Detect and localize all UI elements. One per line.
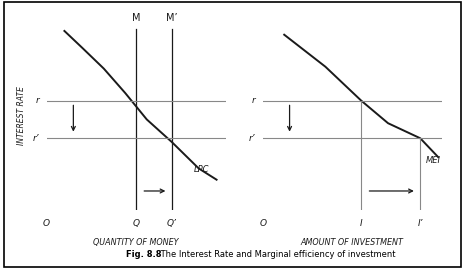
Text: Fig. 8.8: Fig. 8.8: [126, 250, 161, 259]
Text: Q: Q: [133, 219, 139, 228]
Text: INTEREST RATE: INTEREST RATE: [17, 86, 26, 145]
Text: r: r: [36, 96, 40, 105]
Text: I: I: [360, 219, 363, 228]
Text: I’: I’: [418, 219, 423, 228]
Text: The Interest Rate and Marginal efficiency of investment: The Interest Rate and Marginal efficienc…: [158, 250, 396, 259]
Text: O: O: [259, 219, 266, 228]
FancyBboxPatch shape: [4, 2, 461, 267]
Text: r: r: [252, 96, 256, 105]
Text: O: O: [43, 219, 50, 228]
Text: LPC: LPC: [193, 165, 209, 174]
Text: M’: M’: [166, 13, 178, 23]
Text: Q’: Q’: [167, 219, 177, 228]
Text: AMOUNT OF INVESTMENT: AMOUNT OF INVESTMENT: [301, 238, 404, 247]
Text: QUANTITY OF MONEY: QUANTITY OF MONEY: [93, 238, 179, 247]
Text: r’: r’: [33, 134, 40, 143]
Text: M: M: [132, 13, 140, 23]
Text: MEI: MEI: [425, 156, 441, 165]
Text: r’: r’: [249, 134, 256, 143]
